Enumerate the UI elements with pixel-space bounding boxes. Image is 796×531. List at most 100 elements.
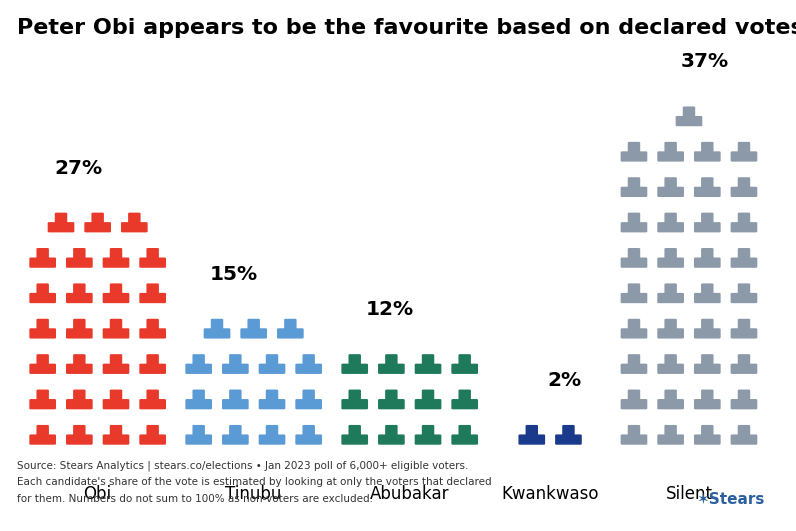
FancyBboxPatch shape	[657, 187, 684, 197]
FancyBboxPatch shape	[378, 434, 404, 444]
FancyBboxPatch shape	[267, 363, 277, 365]
FancyBboxPatch shape	[621, 293, 647, 303]
FancyBboxPatch shape	[621, 187, 647, 197]
FancyBboxPatch shape	[259, 364, 285, 374]
FancyBboxPatch shape	[460, 434, 470, 436]
FancyBboxPatch shape	[701, 248, 713, 260]
FancyBboxPatch shape	[229, 425, 241, 436]
FancyBboxPatch shape	[378, 364, 404, 374]
FancyBboxPatch shape	[75, 328, 84, 330]
FancyBboxPatch shape	[103, 364, 129, 374]
FancyBboxPatch shape	[628, 284, 640, 295]
FancyBboxPatch shape	[665, 248, 677, 260]
Text: Abubakar: Abubakar	[370, 485, 450, 503]
FancyBboxPatch shape	[629, 292, 638, 295]
FancyBboxPatch shape	[302, 425, 315, 436]
FancyBboxPatch shape	[48, 222, 74, 233]
Text: 12%: 12%	[366, 300, 414, 319]
FancyBboxPatch shape	[111, 434, 121, 436]
FancyBboxPatch shape	[458, 354, 471, 366]
FancyBboxPatch shape	[665, 319, 677, 330]
FancyBboxPatch shape	[295, 399, 322, 409]
FancyBboxPatch shape	[75, 434, 84, 436]
FancyBboxPatch shape	[621, 222, 647, 233]
FancyBboxPatch shape	[350, 398, 360, 400]
FancyBboxPatch shape	[562, 425, 575, 436]
FancyBboxPatch shape	[731, 399, 757, 409]
FancyBboxPatch shape	[93, 221, 103, 224]
FancyBboxPatch shape	[387, 398, 396, 400]
FancyBboxPatch shape	[738, 212, 750, 224]
FancyBboxPatch shape	[676, 116, 702, 126]
FancyBboxPatch shape	[738, 142, 750, 153]
FancyBboxPatch shape	[73, 248, 85, 260]
FancyBboxPatch shape	[66, 293, 92, 303]
Text: Each candidate's share of the vote is estimated by looking at only the voters th: Each candidate's share of the vote is es…	[18, 477, 492, 487]
FancyBboxPatch shape	[458, 425, 471, 436]
FancyBboxPatch shape	[111, 292, 121, 295]
FancyBboxPatch shape	[701, 284, 713, 295]
FancyBboxPatch shape	[146, 390, 159, 401]
FancyBboxPatch shape	[266, 425, 279, 436]
FancyBboxPatch shape	[284, 319, 297, 330]
FancyBboxPatch shape	[657, 151, 684, 161]
FancyBboxPatch shape	[460, 363, 470, 365]
FancyBboxPatch shape	[341, 399, 368, 409]
FancyBboxPatch shape	[249, 328, 259, 330]
FancyBboxPatch shape	[657, 399, 684, 409]
FancyBboxPatch shape	[75, 363, 84, 365]
FancyBboxPatch shape	[110, 248, 123, 260]
FancyBboxPatch shape	[621, 328, 647, 339]
FancyBboxPatch shape	[657, 258, 684, 268]
FancyBboxPatch shape	[349, 354, 361, 366]
FancyBboxPatch shape	[259, 434, 285, 444]
FancyBboxPatch shape	[731, 187, 757, 197]
FancyBboxPatch shape	[703, 292, 712, 295]
FancyBboxPatch shape	[38, 398, 48, 400]
FancyBboxPatch shape	[37, 354, 49, 366]
FancyBboxPatch shape	[110, 284, 123, 295]
FancyBboxPatch shape	[738, 354, 750, 366]
FancyBboxPatch shape	[525, 425, 538, 436]
FancyBboxPatch shape	[193, 390, 205, 401]
FancyBboxPatch shape	[130, 221, 139, 224]
FancyBboxPatch shape	[629, 328, 638, 330]
FancyBboxPatch shape	[423, 398, 433, 400]
FancyBboxPatch shape	[38, 292, 48, 295]
FancyBboxPatch shape	[84, 222, 111, 233]
FancyBboxPatch shape	[731, 434, 757, 444]
FancyBboxPatch shape	[694, 364, 720, 374]
FancyBboxPatch shape	[111, 363, 121, 365]
FancyBboxPatch shape	[666, 328, 675, 330]
FancyBboxPatch shape	[628, 142, 640, 153]
FancyBboxPatch shape	[629, 398, 638, 400]
FancyBboxPatch shape	[222, 399, 248, 409]
FancyBboxPatch shape	[738, 248, 750, 260]
FancyBboxPatch shape	[302, 390, 315, 401]
FancyBboxPatch shape	[73, 284, 85, 295]
FancyBboxPatch shape	[666, 434, 675, 436]
FancyBboxPatch shape	[139, 258, 166, 268]
FancyBboxPatch shape	[267, 398, 277, 400]
FancyBboxPatch shape	[267, 434, 277, 436]
FancyBboxPatch shape	[731, 151, 757, 161]
FancyBboxPatch shape	[222, 364, 248, 374]
FancyBboxPatch shape	[185, 399, 212, 409]
FancyBboxPatch shape	[73, 319, 85, 330]
FancyBboxPatch shape	[665, 142, 677, 153]
FancyBboxPatch shape	[739, 434, 749, 436]
FancyBboxPatch shape	[694, 222, 720, 233]
FancyBboxPatch shape	[694, 187, 720, 197]
FancyBboxPatch shape	[185, 364, 212, 374]
Text: 2%: 2%	[547, 371, 581, 390]
FancyBboxPatch shape	[738, 390, 750, 401]
FancyBboxPatch shape	[385, 354, 397, 366]
FancyBboxPatch shape	[194, 434, 204, 436]
FancyBboxPatch shape	[37, 248, 49, 260]
FancyBboxPatch shape	[665, 354, 677, 366]
FancyBboxPatch shape	[349, 390, 361, 401]
FancyBboxPatch shape	[193, 354, 205, 366]
FancyBboxPatch shape	[103, 434, 129, 444]
FancyBboxPatch shape	[731, 293, 757, 303]
FancyBboxPatch shape	[703, 221, 712, 224]
